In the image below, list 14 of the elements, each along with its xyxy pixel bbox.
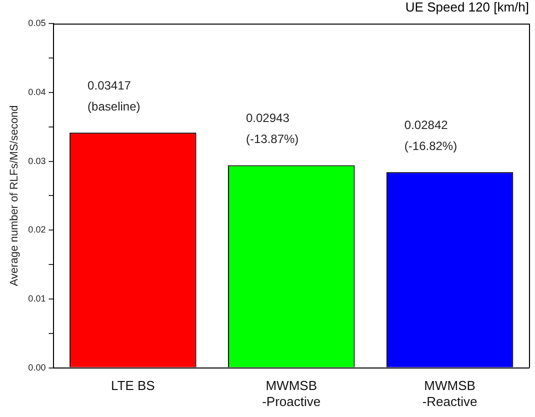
y-tick-label: 0.05: [28, 18, 46, 28]
y-tick-label: 0.01: [28, 293, 46, 304]
y-axis-title: Average number of RLFs/MS/second: [8, 105, 21, 286]
y-tick-label: 0.04: [28, 86, 46, 97]
data-label: 0.02842 (-16.82%): [404, 118, 458, 154]
x-tick-label: LTE BS: [111, 378, 156, 394]
y-tick-label: 0.02: [28, 224, 46, 235]
data-label: 0.03417 (baseline): [88, 78, 140, 114]
y-tick-label: 0.00: [28, 362, 46, 372]
x-tick-label: MWMSB -Proactive: [262, 378, 321, 409]
y-tick-label: 0.03: [28, 156, 46, 166]
x-tick-label: MWMSB -Reactive: [422, 378, 478, 409]
data-label: 0.02943 (-13.87%): [246, 111, 299, 146]
chart-title: UE Speed 120 [km/h]: [405, 0, 529, 14]
